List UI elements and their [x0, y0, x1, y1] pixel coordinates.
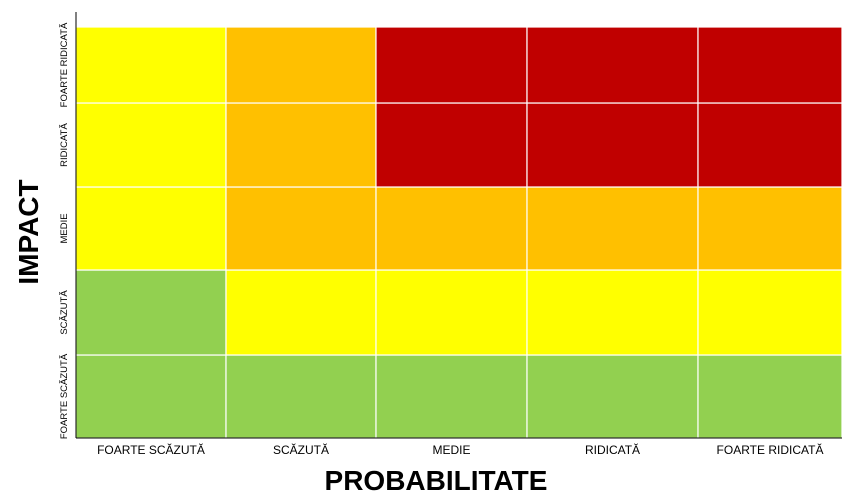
- y-tick-label: RIDICATĂ: [59, 123, 70, 167]
- y-axis-title: IMPACT: [13, 179, 44, 284]
- matrix-cell: [375, 102, 528, 188]
- matrix-cell: [697, 269, 842, 356]
- x-tick-labels: FOARTE SCĂZUTĂ SCĂZUTĂ MEDIE RIDICATĂ FOARTE…: [97, 442, 823, 457]
- matrix-cell: [75, 102, 227, 188]
- matrix-cell: [375, 26, 528, 104]
- matrix-cell: [697, 354, 842, 439]
- x-tick-label: RIDICATĂ: [585, 442, 640, 457]
- matrix-cell: [526, 186, 699, 271]
- matrix-cells: [75, 26, 842, 439]
- y-tick-label: MEDIE: [59, 213, 70, 243]
- matrix-cell: [75, 26, 227, 104]
- matrix-cell: [75, 269, 227, 356]
- matrix-cell: [75, 186, 227, 271]
- y-tick-labels: FOARTE SCĂZUTĂ SCĂZUTĂ MEDIE RIDICATĂ FOARTE…: [59, 22, 70, 439]
- matrix-cell: [225, 269, 377, 356]
- matrix-cell: [697, 102, 842, 188]
- matrix-cell: [526, 102, 699, 188]
- matrix-cell: [225, 102, 377, 188]
- matrix-cell: [526, 354, 699, 439]
- matrix-cell: [225, 186, 377, 271]
- matrix-cell: [697, 186, 842, 271]
- matrix-axes: [75, 12, 842, 439]
- matrix-cell: [225, 26, 377, 104]
- matrix-cell: [375, 269, 528, 356]
- x-axis-title: PROBABILITATE: [325, 465, 548, 491]
- y-tick-label: SCĂZUTĂ: [59, 290, 70, 335]
- x-tick-label: SCĂZUTĂ: [273, 442, 329, 457]
- matrix-cell: [697, 26, 842, 104]
- y-tick-label: FOARTE SCĂZUTĂ: [59, 353, 70, 439]
- matrix-cell: [526, 26, 699, 104]
- matrix-cell: [526, 269, 699, 356]
- x-tick-label: FOARTE RIDICATĂ: [717, 442, 824, 457]
- matrix-cell: [375, 354, 528, 439]
- matrix-cell: [225, 354, 377, 439]
- x-tick-label: MEDIE: [432, 443, 470, 457]
- x-tick-label: FOARTE SCĂZUTĂ: [97, 442, 205, 457]
- matrix-cell: [75, 354, 227, 439]
- y-tick-label: FOARTE RIDICATĂ: [59, 22, 70, 107]
- matrix-cell: [375, 186, 528, 271]
